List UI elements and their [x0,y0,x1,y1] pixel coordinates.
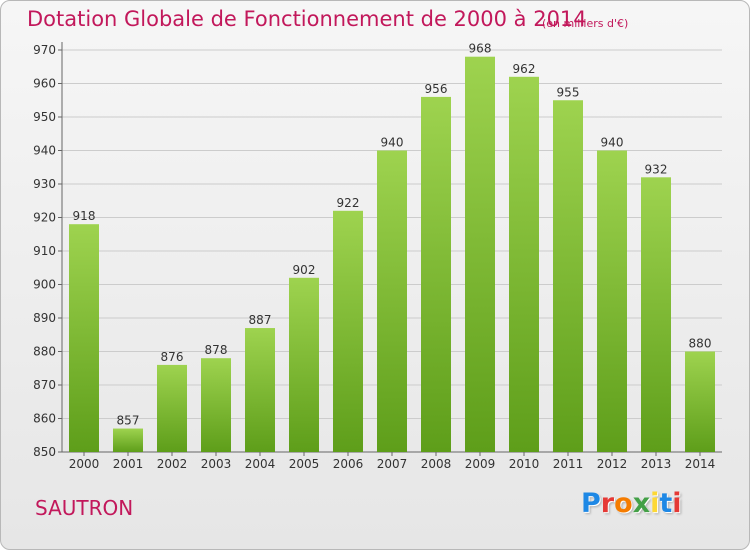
logo-letter: i [672,488,682,519]
y-tick-label: 940 [33,144,56,158]
logo-letter: i [650,488,660,519]
bars [69,56,715,456]
x-tick-label: 2009 [465,457,496,471]
logo-letter: r [600,488,615,519]
bar [641,177,671,453]
bar [597,150,627,452]
bar [289,277,319,452]
x-tick-label: 2013 [641,457,672,471]
y-tick-label: 880 [33,345,56,359]
bar [69,224,99,452]
bar [157,364,187,452]
bar-value-label: 940 [601,136,624,150]
x-tick-label: 2000 [69,457,100,471]
chart-unit: (en milliers d'€) [542,17,629,30]
bar-value-label: 902 [293,263,316,277]
y-tick-label: 900 [33,278,56,292]
logo-letter: x [632,488,651,519]
x-tick-label: 2005 [289,457,320,471]
y-tick-label: 950 [33,110,56,124]
logo-letter: o [614,488,633,519]
bar-value-label: 956 [425,82,448,96]
commune-name: SAUTRON [35,496,134,520]
y-tick-label: 890 [33,311,56,325]
y-tick-label: 860 [33,412,56,426]
x-tick-label: 2012 [597,457,628,471]
bar [685,351,715,452]
y-tick-label: 910 [33,244,56,258]
bar-value-label: 940 [381,136,404,150]
bar [333,210,363,452]
x-tick-label: 2002 [157,457,188,471]
logo-letter: P [581,488,601,519]
x-tick-label: 2010 [509,457,540,471]
bar [509,76,539,453]
bar-value-label: 932 [645,162,668,176]
bar [465,56,495,452]
bar-value-label: 876 [161,350,184,364]
chart-title: Dotation Globale de Fonctionnement de 20… [27,7,587,31]
x-tick-label: 2008 [421,457,452,471]
bar-value-label: 887 [249,313,272,327]
x-tick-label: 2001 [113,457,144,471]
bar-value-label: 922 [337,196,360,210]
x-tick-label: 2014 [685,457,716,471]
bar [245,328,275,452]
bar [113,428,143,452]
y-tick-label: 870 [33,378,56,392]
labels: 850 860 870 880 890 900 910 920 930 940 950 960 970 9… [33,42,715,471]
y-tick-label: 930 [33,177,56,191]
bar [201,358,231,452]
y-tick-label: 970 [33,43,56,57]
bar-value-label: 857 [117,414,140,428]
bar-value-label: 968 [469,42,492,56]
bar-value-label: 955 [557,85,580,99]
x-tick-label: 2011 [553,457,584,471]
y-tick-label: 850 [33,445,56,459]
bar-value-label: 878 [205,343,228,357]
y-tick-label: 920 [33,211,56,225]
x-tick-label: 2003 [201,457,232,471]
x-tick-label: 2006 [333,457,364,471]
bar [553,100,583,452]
bar-value-label: 880 [689,337,712,351]
bar-value-label: 918 [73,209,96,223]
x-tick-label: 2004 [245,457,276,471]
y-tick-label: 960 [33,77,56,91]
bar [377,150,407,452]
x-tick-label: 2007 [377,457,408,471]
proxiti-logo: Proxiti [581,488,682,519]
bar [421,96,451,453]
logo-letter: t [659,488,673,519]
bar-value-label: 962 [513,62,536,76]
